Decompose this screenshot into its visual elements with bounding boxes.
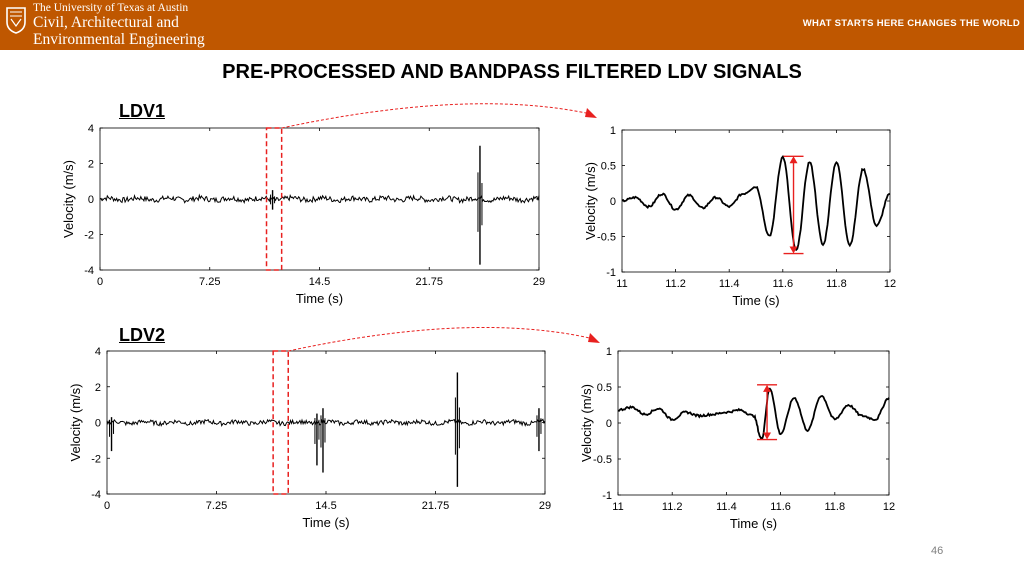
y-tick-label: -0.5	[593, 454, 612, 466]
y-axis-label: Velocity (m/s)	[583, 162, 598, 240]
y-tick-label: 1	[606, 346, 612, 358]
ldv2-label: LDV2	[119, 325, 166, 345]
x-tick-label: 11.4	[716, 501, 737, 513]
ldv2-zoom-connector	[288, 327, 595, 352]
arrow-head-down-icon	[763, 432, 772, 440]
plot-frame	[617, 350, 890, 496]
x-tick-label: 11.8	[825, 501, 846, 513]
x-tick-label: 11.2	[665, 278, 686, 290]
arrow-head-up-icon	[789, 156, 798, 164]
x-tick-label: 21.75	[415, 276, 443, 288]
arrow-head-down-icon	[789, 246, 798, 254]
x-tick-label: 7.25	[199, 276, 220, 288]
x-tick-label: 29	[539, 500, 551, 512]
y-tick-label: -1	[602, 490, 612, 502]
department-name-line1: Civil, Architectural and	[33, 14, 179, 31]
x-axis-label: Time (s)	[732, 293, 779, 308]
department-name-line2: Environmental Engineering	[33, 31, 205, 48]
y-tick-label: -4	[91, 489, 101, 501]
x-tick-label: 11.6	[770, 501, 791, 513]
signal-trace	[106, 418, 546, 427]
highlight-window	[265, 127, 283, 271]
x-tick-label: 29	[533, 276, 545, 288]
x-tick-label: 11.6	[773, 278, 794, 290]
y-tick-label: -2	[91, 453, 101, 465]
y-tick-label: 2	[88, 159, 94, 171]
x-axis-label: Time (s)	[296, 291, 343, 306]
connector-arrow-icon	[585, 108, 597, 118]
y-tick-label: -2	[84, 230, 94, 242]
header-banner: The University of Texas at Austin Civil,…	[0, 0, 1024, 50]
arrow-head-up-icon	[763, 384, 772, 392]
y-tick-label: 0	[610, 196, 616, 208]
y-axis-label: Velocity (m/s)	[579, 384, 594, 462]
tagline: WHAT STARTS HERE CHANGES THE WORLD	[802, 18, 1020, 29]
x-tick-label: 14.5	[315, 500, 336, 512]
y-tick-label: 0	[606, 418, 612, 430]
y-tick-label: -1	[606, 267, 616, 279]
y-tick-label: 0	[88, 194, 94, 206]
y-tick-label: 1	[610, 125, 616, 137]
x-tick-label: 11.2	[662, 501, 683, 513]
y-tick-label: -0.5	[597, 232, 616, 244]
y-tick-label: 0.5	[597, 382, 612, 394]
highlight-window	[272, 350, 289, 495]
x-axis-label: Time (s)	[730, 516, 777, 531]
ut-seal-icon	[6, 7, 26, 34]
x-tick-label: 12	[883, 501, 895, 513]
zoom-signal-trace	[617, 387, 890, 440]
slide-title: PRE-PROCESSED AND BANDPASS FILTERED LDV …	[222, 61, 802, 83]
ldv1-zoom-connector	[281, 103, 592, 129]
page-number: 46	[931, 545, 944, 557]
y-tick-label: -4	[84, 265, 94, 277]
x-tick-label: 11.4	[719, 278, 740, 290]
y-tick-label: 2	[95, 382, 101, 394]
y-tick-label: 4	[88, 123, 94, 135]
x-tick-label: 11	[616, 278, 627, 290]
y-axis-label: Velocity (m/s)	[68, 383, 83, 461]
x-tick-label: 0	[104, 500, 110, 512]
ldv1-label: LDV1	[119, 101, 166, 121]
x-tick-label: 14.5	[309, 276, 330, 288]
y-tick-label: 0	[95, 418, 101, 430]
zoom-signal-trace	[621, 155, 891, 252]
y-axis-label: Velocity (m/s)	[61, 160, 76, 238]
x-tick-label: 21.75	[422, 500, 450, 512]
plot-frame	[621, 129, 891, 273]
university-name: The University of Texas at Austin	[33, 2, 189, 14]
signal-trace	[99, 193, 540, 205]
y-tick-label: 0.5	[601, 161, 616, 173]
x-tick-label: 11.8	[826, 278, 847, 290]
x-tick-label: 11	[612, 501, 623, 513]
connector-arrow-icon	[588, 333, 600, 343]
x-axis-label: Time (s)	[302, 515, 349, 530]
y-tick-label: 4	[95, 346, 101, 358]
x-tick-label: 12	[884, 278, 896, 290]
x-tick-label: 0	[97, 276, 103, 288]
x-tick-label: 7.25	[206, 500, 227, 512]
